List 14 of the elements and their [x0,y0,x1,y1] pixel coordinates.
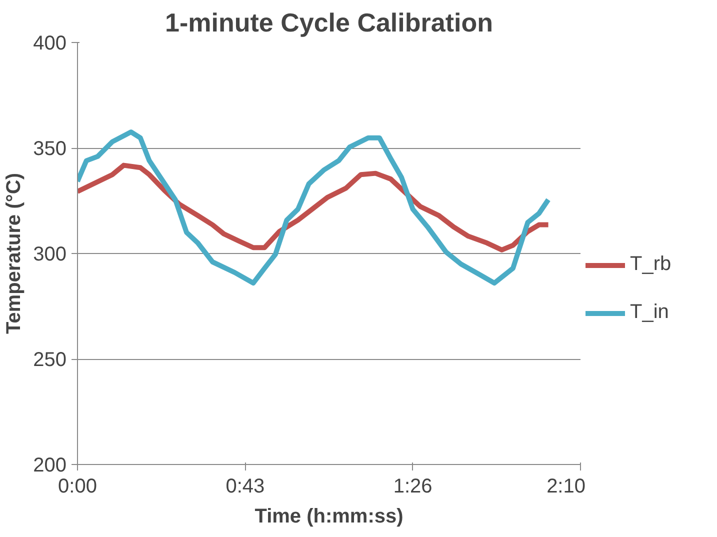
x-tick-label: 1:26 [393,476,432,498]
y-tick-label: 200 [33,454,67,476]
y-tick-label: 250 [33,349,67,371]
legend-label: T_rb [630,253,672,276]
x-axis-title: Time (h:mm:ss) [254,506,404,528]
x-tick-label: 0:00 [58,476,97,498]
x-tick-label: 0:43 [226,476,265,498]
x-tick-label: 2:10 [546,476,586,498]
y-tick-label: 350 [33,138,67,160]
y-tick-label: 400 [33,32,67,54]
y-axis-title: Temperature (°C) [3,172,26,334]
legend-label: T_in [630,301,669,324]
y-tick-label: 300 [33,244,67,266]
chart-title: 1-minute Cycle Calibration [165,8,493,38]
